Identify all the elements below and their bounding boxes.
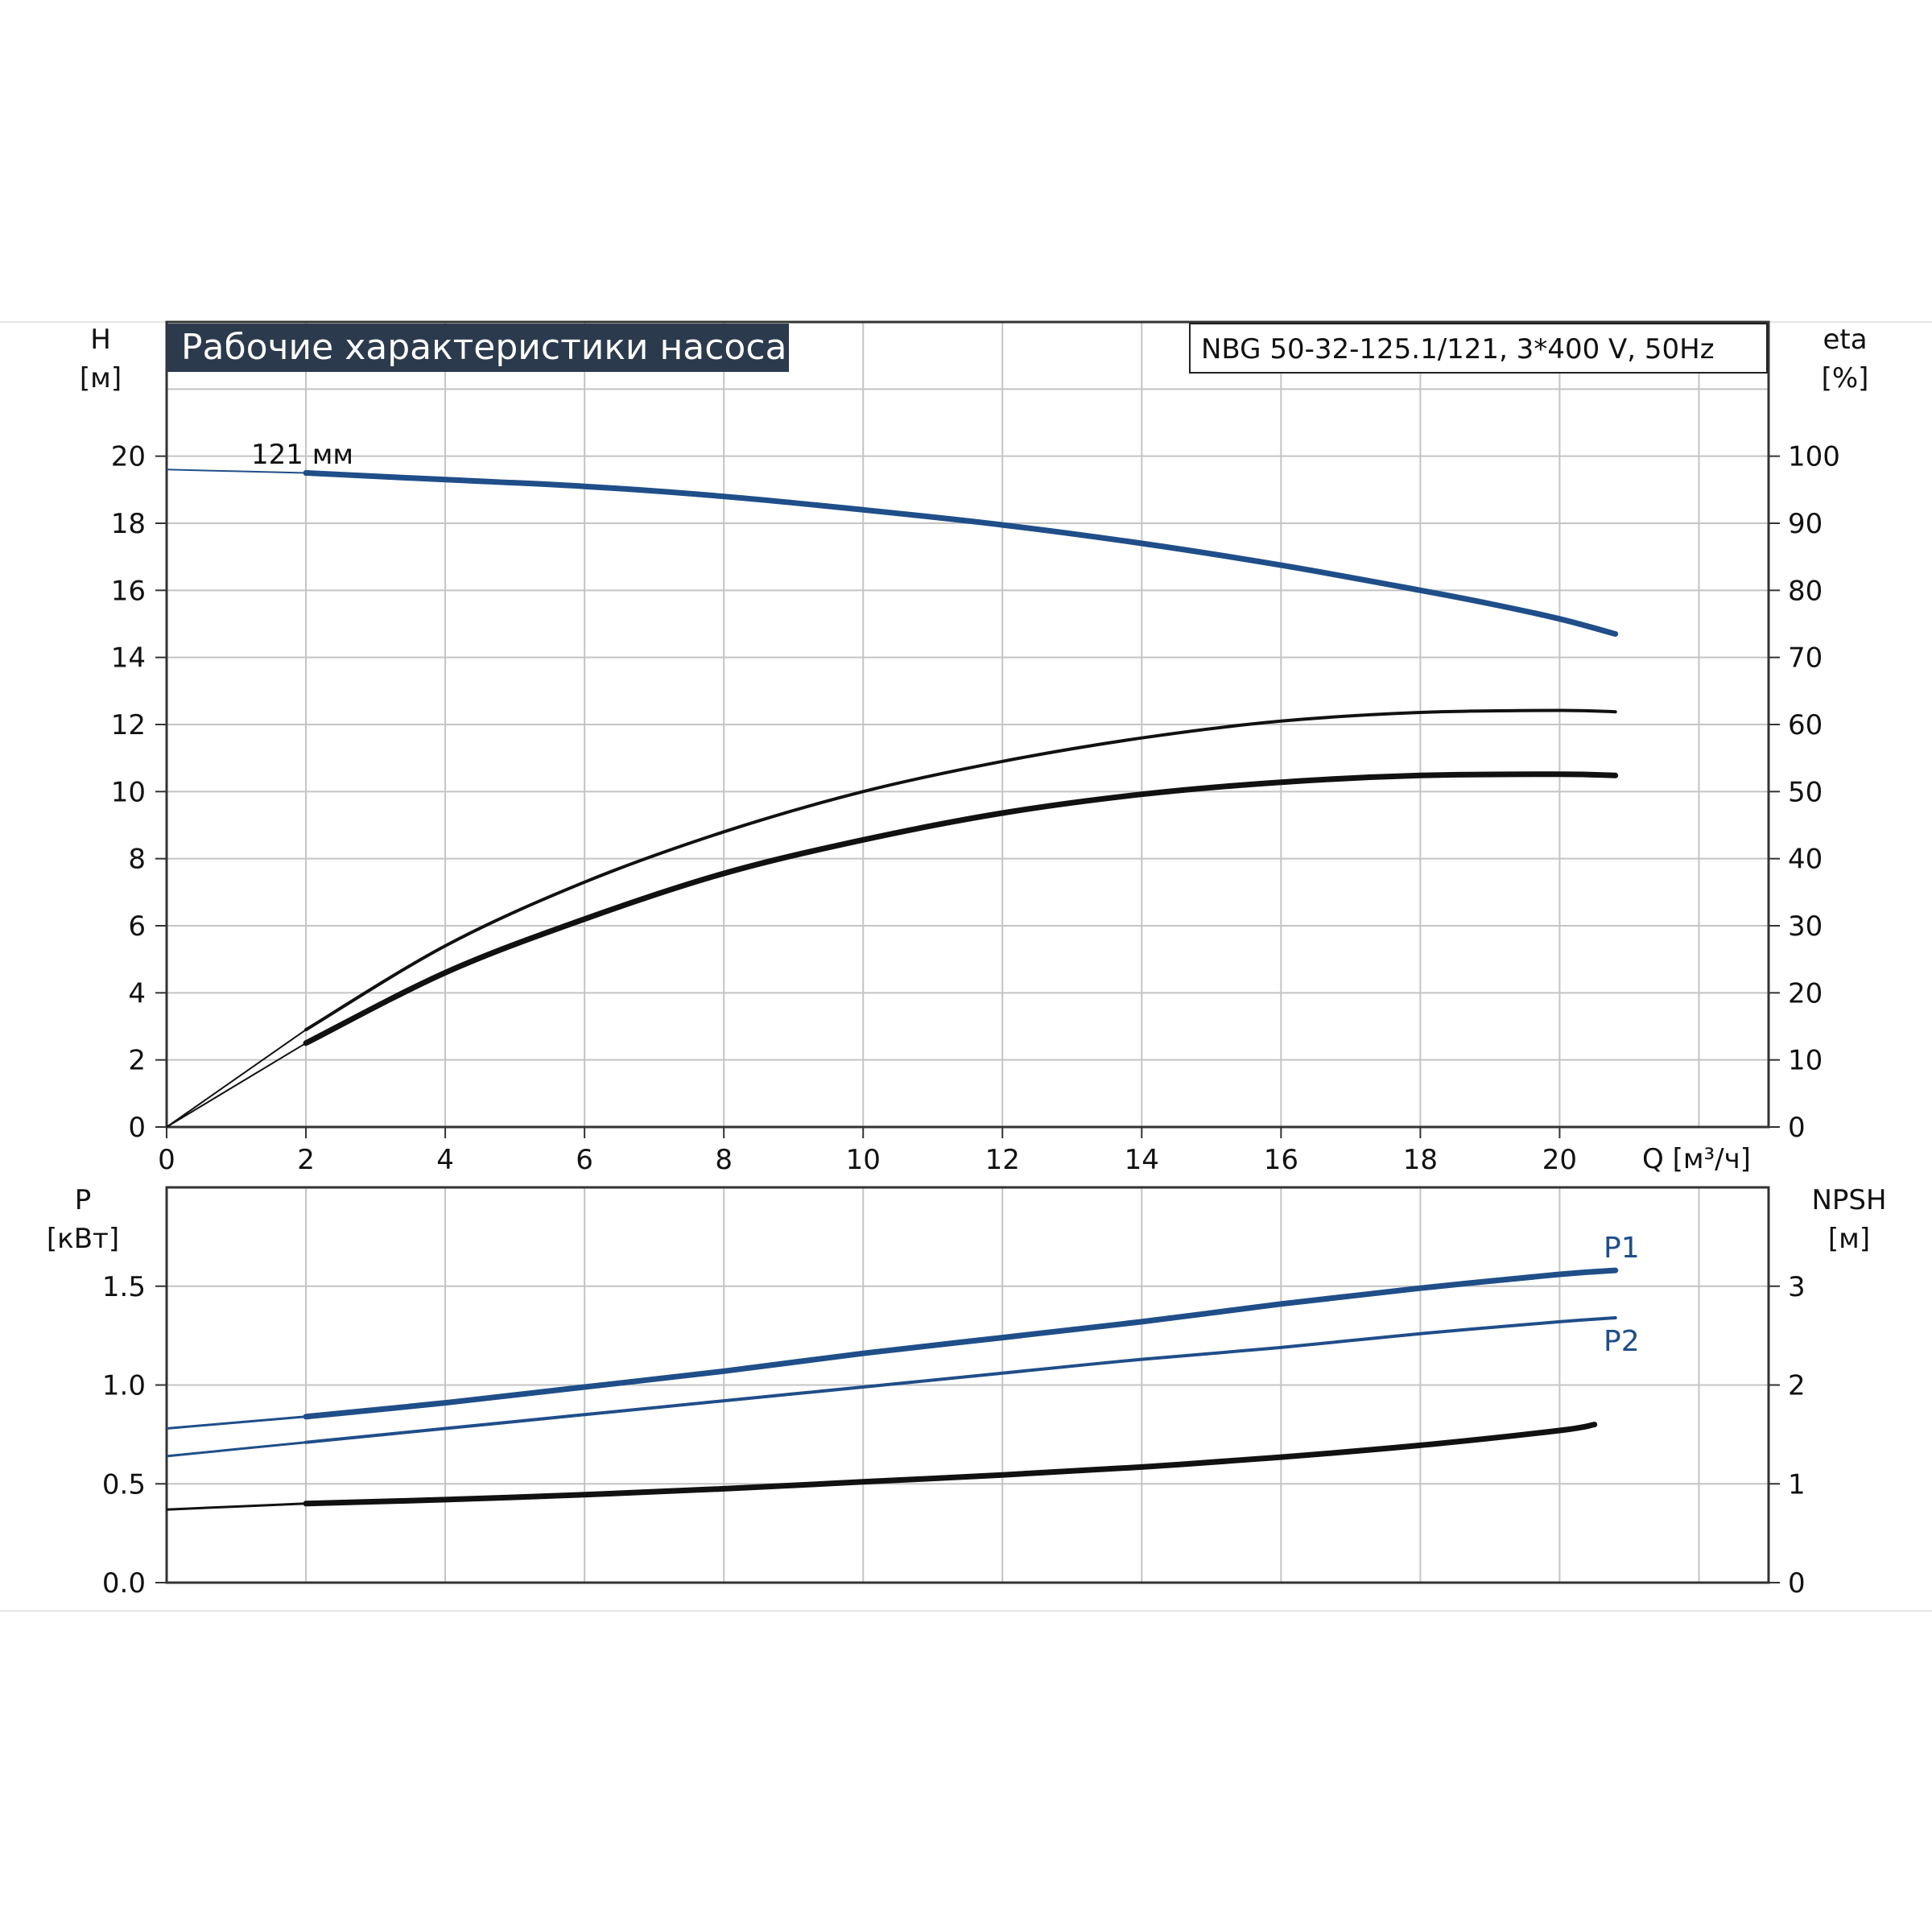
p-tick-label: 1.0 [102,1370,146,1402]
x-tick-label: 12 [985,1144,1020,1176]
npsh-curve [303,1422,1598,1507]
y2-tick-label: 80 [1788,575,1823,607]
x-tick-label: 0 [158,1144,175,1176]
npsh-tick-label: 3 [1788,1271,1806,1303]
y2-tick-label: 60 [1788,709,1823,741]
x-tick-label: 6 [576,1144,593,1176]
y-tick-label: 14 [111,642,146,675]
x-tick-label: 14 [1125,1144,1159,1176]
power-curve-p2 [304,1316,1617,1444]
y2-axis-label-npsh: NPSH [1811,1184,1886,1216]
y-axis-unit-m: [м] [80,362,122,394]
head-efficiency-panel: Рабочие характеристики насоса NBG 50-32-… [80,320,1869,1176]
y-axis-unit-kw: [кВт] [47,1223,119,1255]
x-tick-label: 18 [1403,1144,1438,1176]
y-tick-label: 8 [128,844,146,876]
x-tick-label: 16 [1264,1144,1298,1176]
x-tick-label: 20 [1542,1144,1577,1176]
top-tick-labels: 0 2 4 6 8 10 12 14 16 18 20 0 10 20 30 40 50 60 70 80 90 100 0… [111,441,1840,1176]
eta-curve-lower [303,771,1619,1046]
head-curve-121mm-extrapolated [166,469,307,474]
series-label-p1: P1 [1604,1232,1640,1265]
y2-tick-label: 90 [1788,508,1823,540]
npsh-tick-label: 0 [1788,1567,1806,1600]
bottom-series [166,1267,1619,1511]
y2-axis-unit-m: [м] [1828,1223,1870,1255]
eta-curve-upper [304,708,1617,1032]
p-tick-label: 0.5 [102,1468,146,1501]
npsh-curve-extrapolated [166,1502,307,1511]
y-tick-label: 10 [111,776,146,808]
p-tick-label: 0.0 [102,1567,146,1600]
y-tick-label: 4 [128,977,146,1009]
series-label-p2: P2 [1604,1325,1640,1358]
y-tick-label: 16 [111,575,146,607]
power-curve-p1-extrapolated [166,1415,307,1430]
model-label: NBG 50-32-125.1/121, 3*400 V, 50Hz [1201,333,1715,365]
y2-tick-label: 10 [1788,1045,1823,1077]
eta-curve-upper-extrapolated [166,1029,307,1128]
y-tick-label: 6 [128,910,146,943]
top-grid [167,322,1769,1127]
y2-tick-label: 40 [1788,844,1823,876]
y2-axis-label-eta: eta [1823,324,1867,356]
y-tick-label: 2 [128,1045,146,1077]
x-tick-label: 10 [846,1144,881,1176]
x-axis-label-q: Q [м³/ч] [1642,1143,1751,1175]
y2-tick-label: 30 [1788,910,1823,943]
y2-tick-label: 100 [1788,441,1840,473]
top-series [166,469,1619,1128]
y-axis-label-p: P [75,1184,92,1216]
y2-axis-unit-percent: [%] [1822,362,1869,394]
head-curve-121mm [303,470,1619,637]
x-tick-label: 2 [297,1144,315,1176]
y2-tick-label: 50 [1788,776,1823,808]
bottom-grid [167,1187,1769,1583]
power-curve-p1 [303,1267,1619,1420]
npsh-tick-label: 2 [1788,1370,1806,1402]
y2-tick-label: 0 [1788,1112,1806,1144]
chart-title: Рабочие характеристики насоса [181,327,786,368]
title-box [167,324,789,372]
y-tick-label: 0 [128,1112,146,1144]
y-tick-label: 20 [111,441,146,473]
y-tick-label: 12 [111,709,146,741]
x-tick-label: 4 [436,1144,454,1176]
x-tick-label: 8 [715,1144,733,1176]
eta-curve-lower-extrapolated [166,1042,307,1128]
power-curve-p2-extrapolated [166,1441,307,1458]
y-tick-label: 18 [111,508,146,540]
y2-tick-label: 20 [1788,977,1823,1009]
power-npsh-panel: P [кВт] NPSH [м] 0.0 0.5 1.0 1.5 0 1 2 3 P1 P2 [47,1184,1887,1600]
y2-tick-label: 70 [1788,642,1823,675]
p-tick-label: 1.5 [102,1271,146,1303]
y-axis-label-h: H [90,324,111,356]
model-box [1189,323,1768,374]
impeller-annotation: 121 мм [251,439,353,471]
npsh-tick-label: 1 [1788,1468,1806,1501]
bottom-tick-labels: 0.0 0.5 1.0 1.5 0 1 2 3 [102,1271,1806,1600]
